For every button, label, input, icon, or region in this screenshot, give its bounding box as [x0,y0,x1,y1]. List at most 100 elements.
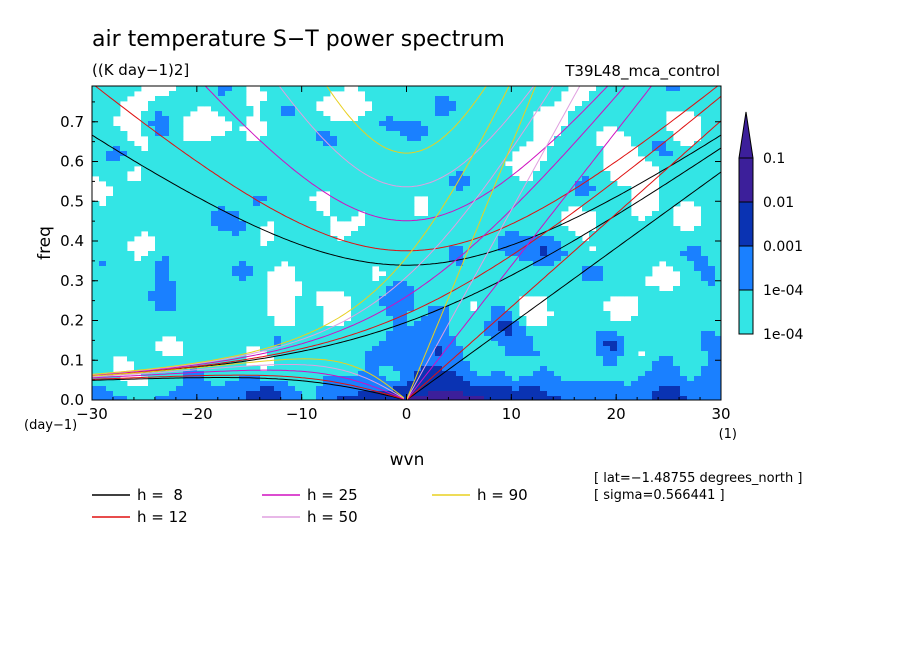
heatmap-cell [617,326,625,332]
heatmap-cell [435,301,443,307]
heatmap-cell [337,191,345,197]
heatmap-cell [491,221,499,227]
heatmap-cell [218,251,226,257]
heatmap-cell [533,381,541,387]
heatmap-cell [295,316,303,322]
heatmap-cell [113,146,121,152]
heatmap-cell [589,396,597,400]
heatmap-cell [617,286,625,292]
heatmap-cell [379,276,387,282]
heatmap-cell [246,171,254,177]
heatmap-cell [148,336,156,342]
heatmap-cell [498,311,506,317]
heatmap-cell [547,306,555,312]
heatmap-cell [379,291,387,297]
heatmap-cell [344,251,352,257]
heatmap-cell [225,226,233,232]
heatmap-cell [561,306,569,312]
heatmap-cell [190,101,198,107]
heatmap-cell [547,246,555,252]
heatmap-cell [400,271,408,277]
heatmap-cell [232,131,240,137]
heatmap-cell [701,166,709,172]
heatmap-cell [225,266,233,272]
heatmap-cell [176,151,184,157]
heatmap-cell [120,246,128,252]
heatmap-cell [617,381,625,387]
heatmap-cell [673,301,681,307]
heatmap-cell [99,366,107,372]
heatmap-cell [659,191,667,197]
heatmap-cell [708,251,716,257]
heatmap-cell [477,131,485,137]
heatmap-cell [365,356,373,362]
heatmap-cell [274,336,282,342]
heatmap-cell [554,291,562,297]
heatmap-cell [358,121,366,127]
heatmap-cell [197,341,205,347]
heatmap-cell [638,331,646,337]
heatmap-cell [232,96,240,102]
heatmap-cell [211,136,219,142]
heatmap-cell [106,301,114,307]
heatmap-cell [330,271,338,277]
heatmap-cell [638,306,646,312]
heatmap-cell [372,111,380,117]
heatmap-cell [407,196,415,202]
heatmap-cell [155,211,163,217]
heatmap-cell [435,341,443,347]
heatmap-cell [323,256,331,262]
heatmap-cell [316,161,324,167]
heatmap-cell [568,296,576,302]
heatmap-cell [162,236,170,242]
heatmap-cell [253,306,261,312]
heatmap-cell [715,291,721,297]
heatmap-cell [120,396,128,400]
heatmap-cell [113,231,121,237]
heatmap-cell [211,221,219,227]
heatmap-cell [92,351,100,357]
heatmap-cell [211,161,219,167]
heatmap-cell [512,386,520,392]
heatmap-cell [295,311,303,317]
heatmap-cell [526,371,534,377]
heatmap-cell [400,311,408,317]
heatmap-cell [232,166,240,172]
heatmap-cell [393,86,401,92]
heatmap-cell [582,366,590,372]
heatmap-cell [372,136,380,142]
heatmap-cell [281,371,289,377]
heatmap-cell [162,286,170,292]
heatmap-cell [358,191,366,197]
heatmap-cell [484,311,492,317]
heatmap-cell [330,336,338,342]
heatmap-cell [239,306,247,312]
heatmap-cell [267,121,275,127]
heatmap-cell [92,136,100,142]
heatmap-cell [274,86,282,92]
heatmap-cell [358,301,366,307]
heatmap-cell [344,126,352,132]
heatmap-cell [610,116,618,122]
heatmap-cell [673,241,681,247]
heatmap-cell [547,366,555,372]
heatmap-cell [120,351,128,357]
heatmap-cell [232,176,240,182]
heatmap-cell [603,181,611,187]
heatmap-cell [365,91,373,97]
heatmap-cell [225,326,233,332]
heatmap-cell [505,261,513,267]
heatmap-cell [351,166,359,172]
heatmap-cell [561,316,569,322]
heatmap-cell [589,306,597,312]
heatmap-cell [400,266,408,272]
heatmap-cell [456,246,464,252]
heatmap-cell [330,211,338,217]
heatmap-cell [421,161,429,167]
heatmap-cell [379,146,387,152]
heatmap-cell [358,341,366,347]
heatmap-cell [330,346,338,352]
heatmap-cell [456,341,464,347]
heatmap-cell [645,116,653,122]
heatmap-cell [183,156,191,162]
